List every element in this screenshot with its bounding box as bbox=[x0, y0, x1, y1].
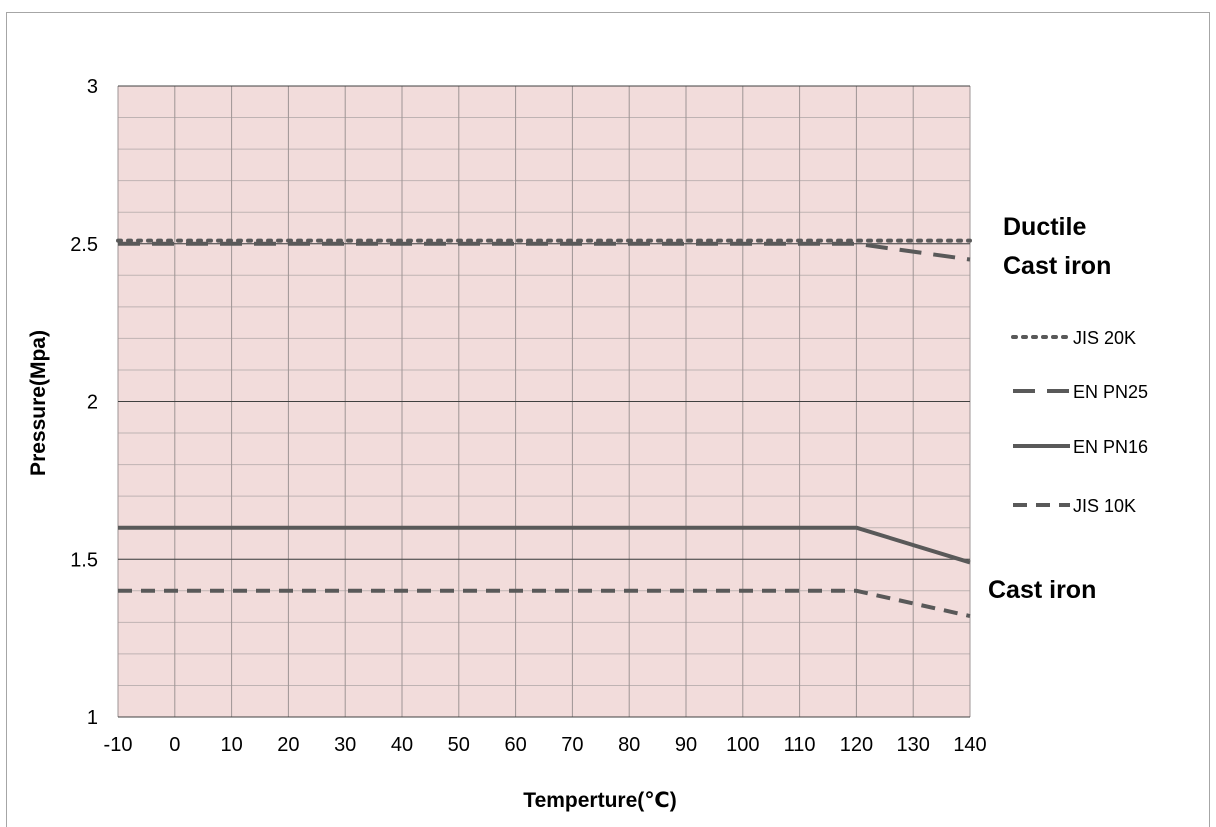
x-tick-label: 30 bbox=[334, 734, 356, 756]
x-tick-label: 0 bbox=[169, 734, 180, 756]
legend-label: JIS 10K bbox=[1073, 496, 1136, 516]
x-tick-label: 100 bbox=[726, 734, 759, 756]
annotation-ductile: Ductile bbox=[1003, 213, 1086, 241]
legend-label: EN PN25 bbox=[1073, 382, 1148, 402]
legend-label: EN PN16 bbox=[1073, 437, 1148, 457]
series-line-3 bbox=[118, 588, 971, 618]
y-tick-label: 2 bbox=[87, 392, 98, 414]
x-tick-label: 20 bbox=[277, 734, 299, 756]
legend: JIS 20K EN PN25 EN PN16 JIS 10K bbox=[1011, 328, 1148, 516]
x-tick-label: 10 bbox=[220, 734, 242, 756]
y-axis-ticks: 1 1.5 2 2.5 3 bbox=[70, 76, 98, 729]
series-line-1 bbox=[118, 241, 971, 262]
x-tick-label: -10 bbox=[104, 734, 133, 756]
x-tick-label: 40 bbox=[391, 734, 413, 756]
x-tick-label: 50 bbox=[448, 734, 470, 756]
x-tick-label: 130 bbox=[897, 734, 930, 756]
y-tick-label: 1 bbox=[87, 707, 98, 729]
x-tick-label: 140 bbox=[953, 734, 986, 756]
x-tick-label: 90 bbox=[675, 734, 697, 756]
x-tick-label: 60 bbox=[504, 734, 526, 756]
annotation-ductile-cast-iron: Cast iron bbox=[1003, 252, 1111, 280]
x-axis-title: Temperture(℃) bbox=[523, 789, 676, 812]
y-tick-label: 3 bbox=[87, 76, 98, 98]
y-axis-title: Pressure(Mpa) bbox=[27, 330, 50, 476]
series-line-2 bbox=[118, 525, 971, 565]
x-tick-label: 120 bbox=[840, 734, 873, 756]
x-tick-label: 70 bbox=[561, 734, 583, 756]
x-axis-ticks: -10 0 10 20 30 40 50 60 70 80 90 100 110 120 130 140 bbox=[104, 734, 987, 756]
legend-label: JIS 20K bbox=[1073, 328, 1136, 348]
series-layer bbox=[116, 238, 972, 618]
chart-frame bbox=[6, 12, 1210, 827]
annotation-cast-iron: Cast iron bbox=[988, 576, 1096, 604]
y-tick-label: 2.5 bbox=[70, 234, 98, 256]
x-tick-label: 80 bbox=[618, 734, 640, 756]
x-tick-label: 110 bbox=[784, 734, 816, 756]
y-tick-label: 1.5 bbox=[70, 549, 98, 571]
